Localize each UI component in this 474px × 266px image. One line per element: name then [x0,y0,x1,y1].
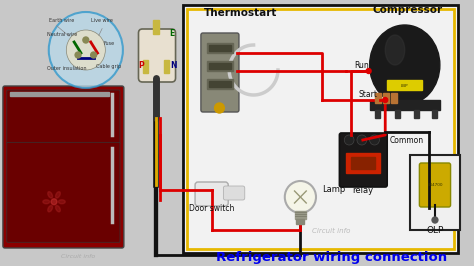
Ellipse shape [48,192,53,198]
Text: OLP: OLP [426,226,444,235]
Bar [391,93,397,103]
Text: E: E [170,29,175,38]
Bar [432,110,437,118]
Text: Circuit info: Circuit info [312,228,351,234]
Ellipse shape [385,35,405,65]
FancyBboxPatch shape [7,142,120,242]
FancyBboxPatch shape [195,182,228,206]
Bar [294,211,306,219]
Text: N: N [171,61,177,70]
FancyBboxPatch shape [339,133,387,187]
Bar [395,110,400,118]
Ellipse shape [370,25,440,105]
Text: Outer insulation: Outer insulation [47,66,86,71]
Text: Lamp: Lamp [322,185,345,194]
Text: Compressor: Compressor [373,5,443,15]
FancyBboxPatch shape [183,5,458,253]
Bar [387,80,422,90]
Bar [209,63,231,69]
Ellipse shape [55,192,60,198]
Circle shape [383,98,388,102]
Circle shape [366,69,371,73]
Circle shape [51,199,57,205]
Ellipse shape [48,206,53,212]
FancyBboxPatch shape [410,155,460,230]
Text: P: P [138,61,144,70]
Text: Neutral wire: Neutral wire [47,32,77,37]
Circle shape [83,37,89,43]
Ellipse shape [55,206,60,212]
Bar [153,20,159,34]
Bar [164,60,169,73]
Text: LBP: LBP [401,84,409,88]
Circle shape [344,135,354,145]
Text: Common: Common [390,136,424,145]
Bar [297,219,304,224]
Text: LR4700: LR4700 [427,183,443,187]
Bar [414,110,419,118]
FancyBboxPatch shape [7,90,120,144]
Text: Start: Start [359,90,378,99]
Bar [10,92,109,96]
Text: relay: relay [352,186,374,195]
Bar [375,110,380,118]
Bar [207,43,233,53]
Text: Thermostart: Thermostart [204,8,277,18]
Bar [351,157,375,169]
FancyBboxPatch shape [419,163,451,207]
Circle shape [432,217,438,223]
Circle shape [49,12,123,88]
Text: Refrigerator wiring connection: Refrigerator wiring connection [216,251,447,264]
Circle shape [75,52,81,58]
Text: Circuit info: Circuit info [61,254,95,259]
Circle shape [370,135,379,145]
Bar [207,61,233,71]
Circle shape [357,135,367,145]
Circle shape [215,103,224,113]
FancyBboxPatch shape [138,29,175,82]
Bar [209,45,231,51]
Bar [375,93,382,103]
Circle shape [285,181,316,213]
Text: Run: Run [354,61,369,70]
Text: Fuse: Fuse [103,41,115,46]
Text: Door switch: Door switch [189,204,234,213]
Bar [207,79,233,89]
Bar [370,100,440,110]
Text: Live wire: Live wire [91,18,113,23]
Bar [209,81,231,87]
Bar [346,153,380,173]
Text: Earth wire: Earth wire [49,18,74,23]
Ellipse shape [43,200,50,204]
Bar [383,93,389,103]
FancyBboxPatch shape [3,86,124,248]
Circle shape [66,30,105,70]
Bar [143,60,148,73]
FancyBboxPatch shape [201,33,239,112]
Text: Cable grip: Cable grip [96,64,121,69]
Ellipse shape [58,200,65,204]
FancyBboxPatch shape [223,186,245,200]
Circle shape [91,52,97,58]
